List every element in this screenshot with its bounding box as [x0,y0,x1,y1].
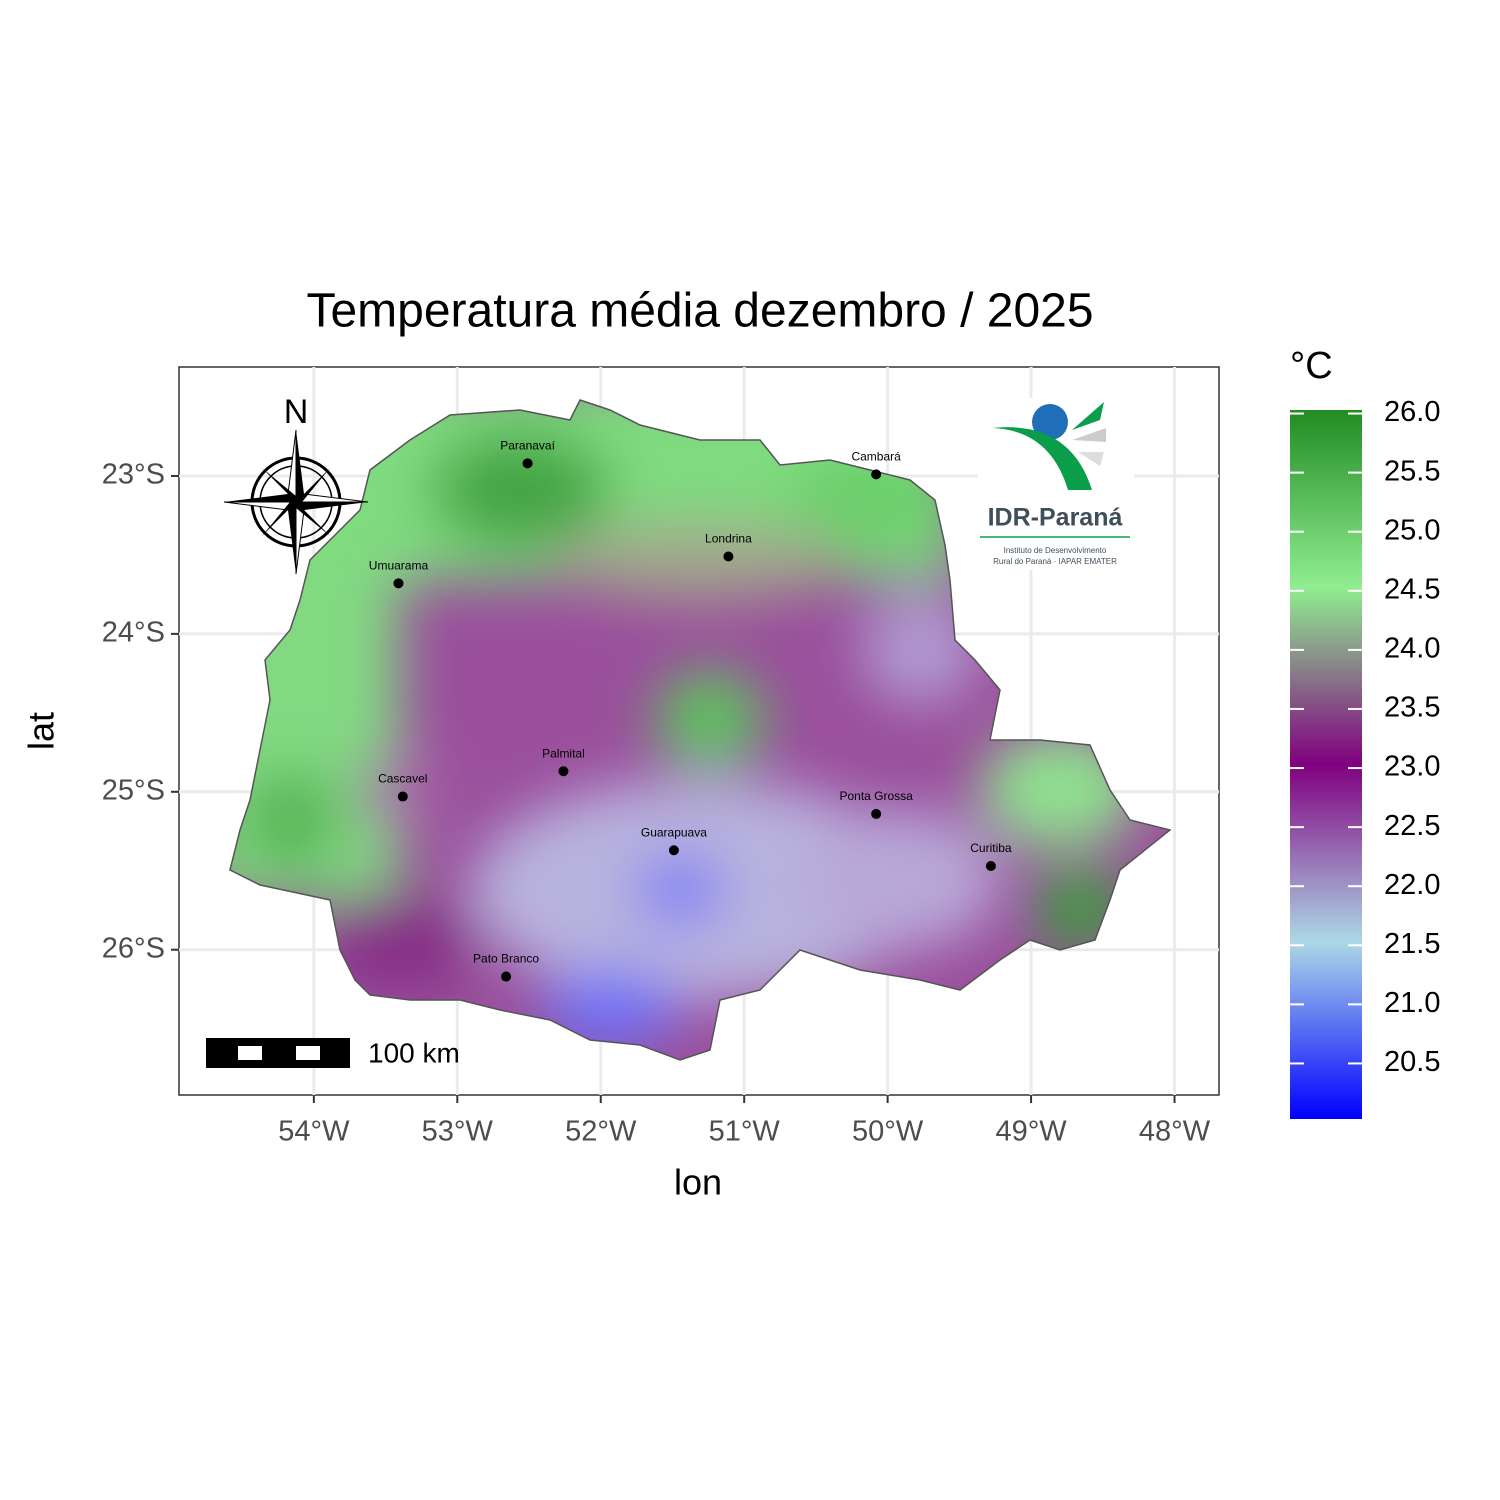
x-tick-label: 53°W [422,1116,494,1148]
x-tick-label: 51°W [709,1116,781,1148]
y-tick-label: 26°S [102,932,165,964]
field-blob [360,750,440,830]
axes: 54°W 53°W 52°W 51°W 50°W 49°W 48°W 23°S 24°S 25°S… [102,459,1211,1148]
city-point [668,845,679,856]
title: Temperatura média dezembro / 2025 [306,285,1093,338]
city-label: Pato Branco [473,952,539,966]
field-blob [800,810,1000,950]
city-point [871,808,882,819]
city-point [558,766,569,777]
field-blob [860,595,980,705]
y-tick-label: 24°S [102,617,165,649]
field-blob [320,890,480,990]
x-tick-label: 48°W [1139,1116,1211,1148]
field-blob [635,855,725,925]
field-blob [240,770,340,870]
field-blob [540,970,680,1050]
city-label: Umuarama [369,559,429,573]
x-tick-label: 52°W [565,1116,637,1148]
y-tick-label: 25°S [102,774,165,806]
legend-tick-label: 23.5 [1384,692,1440,724]
legend: °C 20.5 21.0 21.5 22.0 22.5 23.0 23.5 24.0 24.5 2… [1290,345,1440,1119]
north-label: N [284,393,309,431]
legend-tick-label: 22.5 [1384,810,1440,842]
legend-tick-label: 25.5 [1384,455,1440,487]
logo-name: IDR-Paraná [988,504,1123,532]
legend-tick-label: 21.5 [1384,928,1440,960]
legend-tick-label: 21.0 [1384,987,1440,1019]
city-label: Londrina [705,532,752,546]
cities: Paranavaí Cambará Londrina Umuarama Palmital… [369,439,1012,982]
y-axis-title: lat [21,712,62,750]
city-label: Curitiba [970,841,1012,855]
city-point [723,551,734,562]
legend-tick-label: 25.0 [1384,514,1440,546]
city-label: Paranavaí [500,439,555,453]
north-arrow: N [223,393,369,575]
city-label: Palmital [542,746,585,760]
state-border [229,399,1172,1061]
city-point [393,578,404,589]
legend-tick-label: 23.0 [1384,751,1440,783]
field-blob [550,520,850,600]
scale-bar: 100 km [206,1037,460,1068]
x-tick-label: 50°W [852,1116,924,1148]
legend-tick-label: 20.5 [1384,1046,1440,1078]
city-point [985,861,996,872]
y-tick-label: 23°S [102,459,165,491]
legend-tick-label: 22.0 [1384,869,1440,901]
logo: IDR-Paraná Instituto de Desenvolvimento … [978,398,1134,570]
city-label: Guarapuava [641,825,707,839]
x-axis-title: lon [674,1162,722,1203]
color-bar [1290,410,1362,1119]
city-label: Cascavel [378,772,427,786]
x-tick-label: 49°W [995,1116,1067,1148]
field-blob [655,670,765,770]
scale-bar-label: 100 km [368,1037,460,1068]
legend-tick-label: 24.0 [1384,633,1440,665]
legend-title: °C [1290,345,1333,387]
x-tick-label: 54°W [278,1116,350,1148]
legend-tick-label: 26.0 [1384,396,1440,428]
field-blob [430,430,610,550]
city-label: Cambará [851,450,901,464]
city-point [397,791,408,802]
city-point [871,469,882,480]
legend-tick-label: 24.5 [1384,573,1440,605]
logo-line: Rural do Paraná · IAPAR EMATER [993,557,1117,566]
city-point [522,458,533,469]
city-point [501,971,512,982]
logo-line: Instituto de Desenvolvimento [1004,546,1107,555]
city-label: Ponta Grossa [839,789,913,803]
